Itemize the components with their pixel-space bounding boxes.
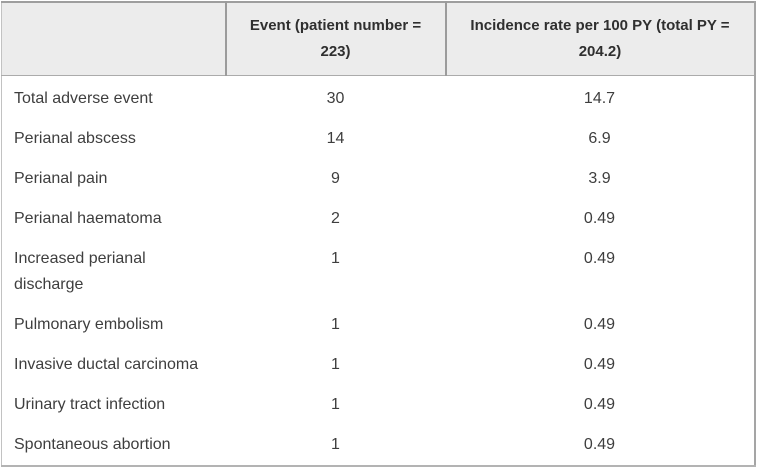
event-count-cell: 1 [225, 345, 446, 385]
table-row: Spontaneous abortion 1 0.49 [1, 425, 755, 466]
table-row: Urinary tract infection 1 0.49 [1, 385, 755, 425]
event-count-cell: 9 [225, 159, 446, 199]
event-name-cell: Perianal abscess [1, 119, 226, 159]
event-name-cell: Perianal pain [1, 159, 226, 199]
event-count-cell: 1 [225, 385, 446, 425]
event-name-cell: Spontaneous abortion [1, 425, 226, 466]
incidence-rate-cell: 6.9 [445, 119, 755, 159]
event-count-cell: 30 [225, 75, 446, 119]
event-name-cell: Total adverse event [1, 75, 226, 119]
header-incidence-rate: Incidence rate per 100 PY (total PY = 20… [444, 2, 755, 76]
incidence-rate-cell: 0.49 [445, 425, 755, 466]
event-count-cell: 1 [225, 305, 446, 345]
header-event-count: Event (patient number = 223) [224, 2, 446, 76]
incidence-rate-cell: 0.49 [445, 305, 755, 345]
table-row: Pulmonary embolism 1 0.49 [1, 305, 755, 345]
event-count-cell: 2 [225, 199, 446, 239]
table-row: Perianal pain 9 3.9 [1, 159, 755, 199]
incidence-rate-cell: 0.49 [445, 385, 755, 425]
incidence-rate-cell: 3.9 [445, 159, 755, 199]
table-row: Invasive ductal carcinoma 1 0.49 [1, 345, 755, 385]
event-count-cell: 1 [225, 239, 446, 305]
header-row: Event (patient number = 223) Incidence r… [1, 2, 755, 76]
table-row: Perianal abscess 14 6.9 [1, 119, 755, 159]
incidence-rate-cell: 14.7 [445, 75, 755, 119]
table-row: Increased perianal discharge 1 0.49 [1, 239, 755, 305]
table-header: Event (patient number = 223) Incidence r… [1, 2, 755, 76]
event-count-cell: 1 [225, 425, 446, 466]
event-name-cell: Perianal haematoma [1, 199, 226, 239]
event-name-cell: Pulmonary embolism [1, 305, 226, 345]
table-row: Perianal haematoma 2 0.49 [1, 199, 755, 239]
event-name-cell: Urinary tract infection [1, 385, 226, 425]
incidence-rate-cell: 0.49 [445, 199, 755, 239]
header-event-name [1, 2, 226, 76]
incidence-rate-cell: 0.49 [445, 345, 755, 385]
incidence-rate-cell: 0.49 [445, 239, 755, 305]
event-count-cell: 14 [225, 119, 446, 159]
table-body: Total adverse event 30 14.7 Perianal abs… [1, 75, 755, 466]
event-name-cell: Increased perianal discharge [1, 239, 226, 305]
event-name-cell: Invasive ductal carcinoma [1, 345, 226, 385]
table-row: Total adverse event 30 14.7 [1, 75, 755, 119]
